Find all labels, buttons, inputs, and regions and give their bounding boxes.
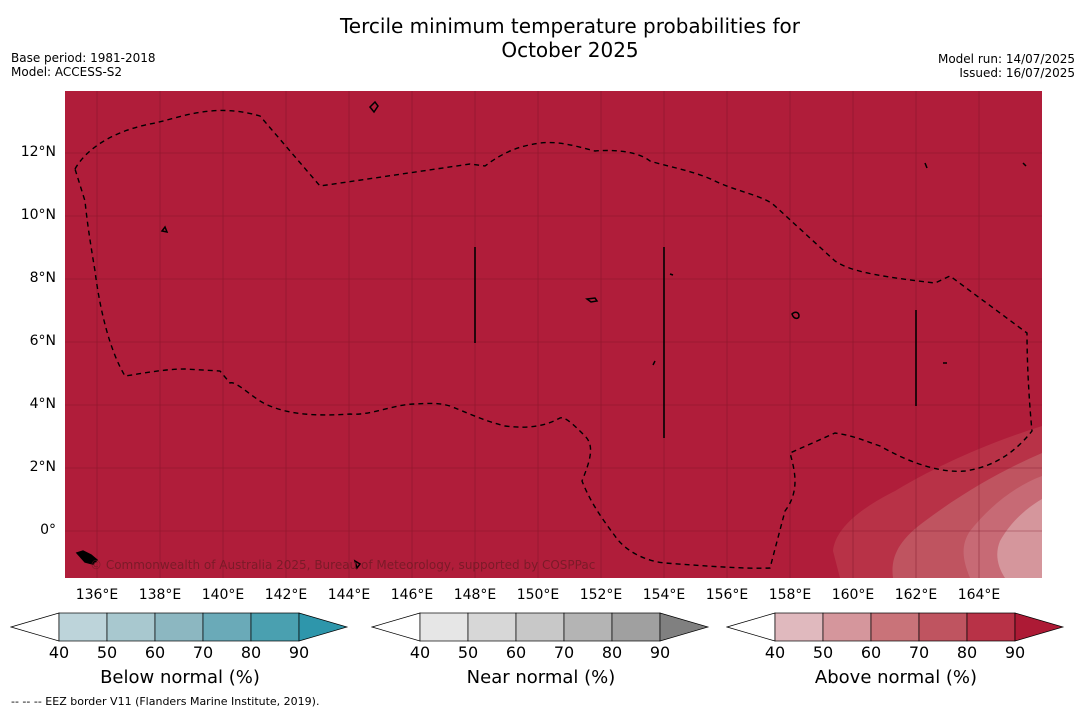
map-background (65, 91, 1042, 578)
colorbar-label: Above normal (%) (814, 667, 978, 688)
colorbar-tick: 50 (457, 643, 479, 662)
colorbar-bin (250, 612, 300, 642)
colorbar-bin (58, 612, 108, 642)
title-line-2: October 2025 (501, 38, 639, 62)
lat-label: 2°N (29, 459, 56, 475)
colorbar-below-normal (10, 612, 349, 642)
lon-label: 150°E (516, 587, 560, 603)
colorbar-bin (467, 612, 517, 642)
colorbar-segments (371, 612, 710, 642)
lon-label: 144°E (327, 587, 371, 603)
colorbar-low-extension (10, 612, 60, 642)
lon-label: 140°E (201, 587, 245, 603)
lon-label: 156°E (705, 587, 749, 603)
colorbar-bin (774, 612, 824, 642)
meta-right: Model run: 14/07/2025 Issued: 16/07/2025 (938, 52, 1075, 80)
colorbar-segments (10, 612, 349, 642)
lat-label: 8°N (29, 270, 56, 286)
colorbar-bin (154, 612, 204, 642)
colorbar-tick: 90 (288, 643, 310, 662)
lon-label: 148°E (453, 587, 497, 603)
colorbar-low-extension (726, 612, 776, 642)
colorbar-high-extension (1014, 612, 1065, 642)
colorbar-tick: 80 (956, 643, 978, 662)
colorbar-tick: 60 (144, 643, 166, 662)
colorbar-tick: 60 (860, 643, 882, 662)
eez-border (74, 109, 1033, 569)
lat-label: 10°N (20, 207, 56, 223)
colorbar-above-normal (726, 612, 1065, 642)
zone-50 (997, 499, 1042, 578)
islands (75, 100, 1027, 570)
colorbar-tick: 50 (96, 643, 118, 662)
probability-map (65, 91, 1042, 578)
lat-label: 6°N (29, 333, 56, 349)
colorbar-label: Below normal (%) (100, 667, 260, 688)
meridian-segments (474, 247, 917, 438)
lon-label: 142°E (264, 587, 308, 603)
colorbar-tick: 40 (764, 643, 786, 662)
lon-label: 162°E (894, 587, 938, 603)
colorbar-tick: 40 (409, 643, 431, 662)
model-name: Model: ACCESS-S2 (11, 65, 123, 79)
colorbar-label: Near normal (%) (466, 667, 616, 688)
lon-label: 164°E (957, 587, 1001, 603)
lon-label: 158°E (768, 587, 812, 603)
colorbar-bin (611, 612, 661, 642)
eez-footnote: -- -- -- EEZ border V11 (Flanders Marine… (11, 695, 320, 708)
colorbar-bin (106, 612, 156, 642)
title-line-1: Tercile minimum temperature probabilitie… (339, 14, 801, 38)
colorbar-segments (726, 612, 1065, 642)
colorbar-tick: 90 (649, 643, 671, 662)
colorbar-bin (966, 612, 1016, 642)
issued-date: Issued: 16/07/2025 (959, 66, 1075, 80)
lon-label: 146°E (390, 587, 434, 603)
colorbar-tick: 70 (192, 643, 214, 662)
base-period: Base period: 1981-2018 (11, 51, 156, 65)
model-run: Model run: 14/07/2025 (937, 52, 1075, 66)
colorbar-high-extension (298, 612, 349, 642)
meta-left: Base period: 1981-2018 Model: ACCESS-S2 (11, 51, 156, 79)
colorbar-low-extension (371, 612, 421, 642)
colorbar-tick: 80 (240, 643, 262, 662)
colorbar-bin (822, 612, 872, 642)
colorbar-near-normal (371, 612, 710, 642)
colorbar-bin (563, 612, 613, 642)
copyright-notice: © Commonwealth of Australia 2025, Bureau… (90, 558, 596, 572)
lat-label: 12°N (20, 144, 56, 160)
colorbar-high-extension (659, 612, 710, 642)
colorbar-bin (918, 612, 968, 642)
lat-label: 0° (40, 522, 56, 538)
colorbar-bin (419, 612, 469, 642)
colorbar-bin (202, 612, 252, 642)
lon-label: 138°E (138, 587, 182, 603)
lon-label: 136°E (75, 587, 119, 603)
colorbar-tick: 70 (908, 643, 930, 662)
colorbar-bin (870, 612, 920, 642)
chart-title: Tercile minimum temperature probabilitie… (220, 14, 920, 62)
colorbar-tick: 70 (553, 643, 575, 662)
colorbar-bin (515, 612, 565, 642)
colorbar-tick: 50 (812, 643, 834, 662)
colorbar-tick: 90 (1004, 643, 1026, 662)
lon-label: 160°E (831, 587, 875, 603)
colorbar-tick: 60 (505, 643, 527, 662)
lon-label: 152°E (579, 587, 623, 603)
lon-label: 154°E (642, 587, 686, 603)
lat-label: 4°N (29, 396, 56, 412)
colorbar-tick: 40 (48, 643, 70, 662)
colorbar-tick: 80 (601, 643, 623, 662)
